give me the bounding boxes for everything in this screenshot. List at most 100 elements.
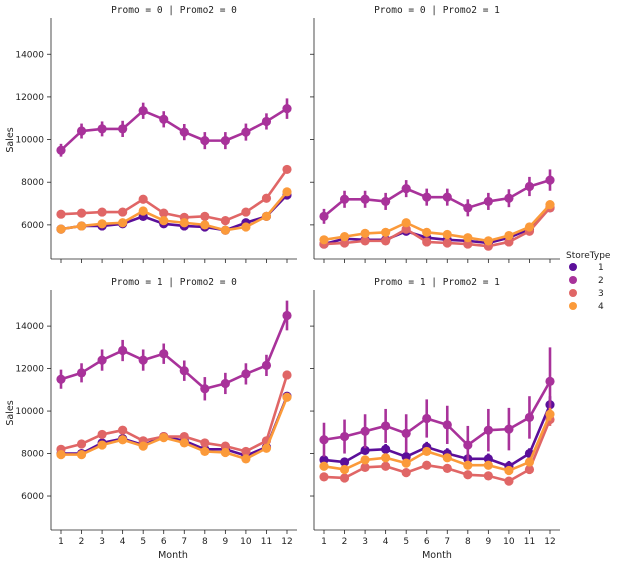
data-point bbox=[524, 181, 535, 192]
data-point bbox=[442, 453, 452, 463]
x-tick-label: 1 bbox=[58, 537, 64, 547]
x-tick-label: 9 bbox=[222, 537, 228, 547]
series-storetype-3 bbox=[56, 164, 292, 226]
x-tick-label: 1 bbox=[321, 537, 327, 547]
data-point bbox=[339, 232, 350, 242]
x-tick-label: 10 bbox=[240, 537, 252, 547]
panel-title: Promo = 1 | Promo2 = 0 bbox=[111, 277, 237, 288]
legend-marker bbox=[569, 302, 577, 310]
y-tick-label: 8000 bbox=[21, 450, 44, 460]
series-storetype-2 bbox=[319, 347, 555, 465]
data-point bbox=[159, 433, 169, 443]
data-point bbox=[241, 222, 251, 232]
data-point bbox=[381, 227, 391, 237]
data-point bbox=[319, 461, 329, 471]
data-point bbox=[56, 224, 66, 234]
data-point bbox=[422, 446, 432, 457]
data-point bbox=[360, 228, 370, 239]
panel-title: Promo = 0 | Promo2 = 0 bbox=[111, 5, 237, 16]
series-line bbox=[61, 396, 289, 461]
data-point bbox=[200, 211, 210, 221]
data-point bbox=[401, 468, 411, 478]
facet-panel-1: Promo = 0 | Promo2 = 0 6000 8000 10000 12000… bbox=[15, 5, 297, 263]
data-point bbox=[422, 192, 432, 202]
data-point bbox=[504, 476, 514, 486]
data-point bbox=[381, 421, 391, 431]
data-point bbox=[282, 370, 292, 380]
legend-marker bbox=[569, 276, 577, 284]
data-point bbox=[524, 464, 535, 475]
data-point bbox=[463, 239, 473, 249]
data-point bbox=[483, 471, 493, 481]
data-point bbox=[200, 438, 210, 448]
data-point bbox=[381, 444, 391, 454]
y-tick-label: 10000 bbox=[15, 136, 44, 146]
y-tick-label: 14000 bbox=[15, 322, 44, 332]
data-point bbox=[76, 221, 87, 231]
x-tick-label: 4 bbox=[383, 537, 389, 547]
data-point bbox=[241, 446, 251, 457]
x-tick-label: 5 bbox=[140, 537, 146, 547]
series-storetype-2 bbox=[56, 98, 292, 157]
data-point bbox=[97, 440, 107, 450]
data-point bbox=[261, 193, 272, 203]
legend-label: 3 bbox=[598, 289, 604, 299]
x-tick-label: 10 bbox=[503, 537, 515, 547]
data-point bbox=[138, 194, 148, 204]
data-point bbox=[118, 345, 128, 356]
data-point bbox=[76, 439, 87, 449]
data-point bbox=[401, 458, 411, 468]
x-tick-label: 8 bbox=[465, 537, 471, 547]
data-point bbox=[442, 420, 452, 430]
series-line bbox=[60, 314, 289, 391]
data-point bbox=[118, 218, 128, 228]
data-point bbox=[220, 216, 230, 226]
facet-panel-3: Promo = 1 | Promo2 = 0 6000 8000 10000 12000… bbox=[15, 277, 297, 547]
data-point bbox=[360, 445, 370, 455]
data-point bbox=[200, 384, 210, 394]
data-point bbox=[138, 441, 148, 451]
data-point bbox=[545, 200, 555, 210]
data-point bbox=[504, 465, 514, 476]
data-point bbox=[179, 438, 189, 448]
data-point bbox=[261, 116, 272, 127]
y-tick-label: 6000 bbox=[21, 492, 44, 502]
data-point bbox=[360, 194, 370, 204]
data-point bbox=[339, 431, 350, 442]
legend-marker bbox=[569, 263, 577, 271]
data-point bbox=[504, 230, 514, 241]
data-point bbox=[261, 211, 272, 221]
data-point bbox=[76, 126, 87, 136]
data-point bbox=[524, 457, 535, 467]
y-tick-label: 12000 bbox=[15, 93, 44, 103]
x-tick-label: 2 bbox=[79, 537, 85, 547]
data-point bbox=[504, 424, 514, 434]
data-point bbox=[463, 440, 473, 450]
data-point bbox=[545, 409, 555, 419]
data-point bbox=[138, 206, 148, 216]
data-point bbox=[339, 238, 350, 248]
x-tick-label: 5 bbox=[403, 537, 409, 547]
y-tick-label: 14000 bbox=[15, 50, 44, 60]
data-point bbox=[401, 452, 411, 462]
x-tick-label: 3 bbox=[362, 537, 368, 547]
data-point bbox=[422, 413, 432, 424]
data-point bbox=[422, 227, 432, 237]
data-point bbox=[360, 462, 370, 472]
x-axis-label-right: Month bbox=[422, 550, 452, 561]
data-point bbox=[261, 443, 272, 453]
data-point bbox=[282, 104, 292, 114]
data-point bbox=[138, 355, 148, 365]
data-point bbox=[200, 136, 210, 146]
y-tick-label: 12000 bbox=[15, 365, 44, 375]
data-point bbox=[339, 473, 350, 483]
data-point bbox=[56, 450, 66, 460]
data-point bbox=[118, 207, 128, 217]
legend-marker bbox=[569, 289, 577, 297]
data-point bbox=[282, 164, 292, 175]
panel-title: Promo = 1 | Promo2 = 1 bbox=[374, 277, 500, 288]
series-storetype-2 bbox=[319, 169, 555, 224]
series-storetype-4 bbox=[56, 392, 292, 464]
data-point bbox=[401, 224, 411, 234]
x-tick-label: 7 bbox=[181, 537, 187, 547]
